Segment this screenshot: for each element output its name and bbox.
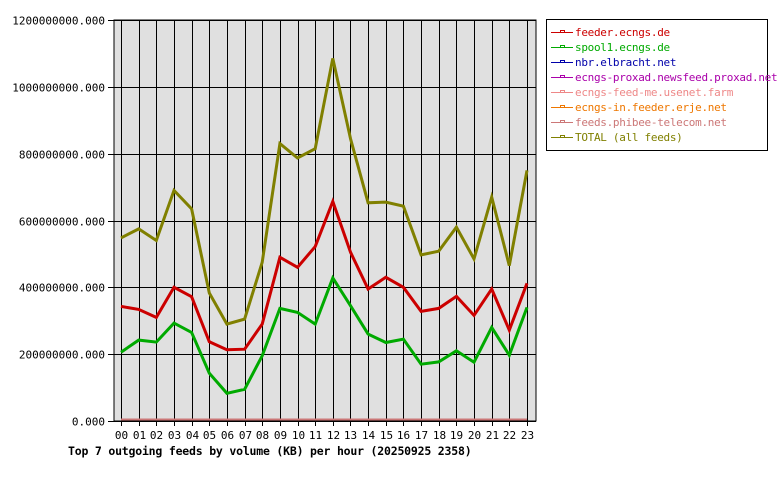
x-tick-label: 22 [503,429,516,442]
legend-label: ecngs-proxad.newsfeed.proxad.net [575,71,778,84]
data-series [120,58,529,422]
y-tick-label: 200000000.000 [19,349,105,362]
y-tick-label: 1200000000.000 [12,15,105,28]
legend-label: ecngs-feed-me.usenet.farm [575,86,734,99]
plot-frame [113,19,537,422]
x-tick-label: 21 [486,429,499,442]
x-tick-label: 05 [203,429,216,442]
legend-item: nbr.elbracht.net [551,55,676,70]
x-tick-label: 16 [397,429,410,442]
x-tick-label: 20 [468,429,481,442]
x-tick-label: 02 [150,429,163,442]
x-tick-label: 18 [433,429,446,442]
legend-line-marker-icon [551,85,573,100]
legend: feeder.ecngs.de spool1.ecngs.de nbr.elbrac… [546,19,778,151]
chart-caption: Top 7 outgoing feeds by volume (KB) per … [68,444,472,458]
x-tick-label: 04 [186,429,200,442]
legend-label: feeder.ecngs.de [575,26,670,39]
legend-label: feeds.phibee-telecom.net [575,116,727,129]
x-tick-label: 13 [344,429,357,442]
y-tick-label: 400000000.000 [19,282,105,295]
legend-line-marker-icon [551,40,573,55]
series-line [120,274,529,395]
legend-item: feeder.ecngs.de [551,25,670,40]
x-tick-label: 07 [239,429,252,442]
x-tick-label: 08 [256,429,269,442]
x-tick-label: 01 [133,429,146,442]
x-tick-label: 09 [274,429,287,442]
grid-lines [114,20,536,426]
y-axis-ticks: 0.000 200000000.000 400000000.000 600000000… [12,15,114,429]
x-tick-label: 03 [168,429,181,442]
series-line [120,197,529,352]
legend-item: feeds.phibee-telecom.net [551,115,727,130]
legend-item: TOTAL (all feeds) [551,130,683,145]
legend-item: ecngs-proxad.newsfeed.proxad.net [551,70,778,85]
legend-line-marker-icon [551,115,573,130]
y-tick-label: 600000000.000 [19,216,105,229]
series-line [120,58,529,326]
x-tick-label: 17 [415,429,428,442]
legend-label: TOTAL (all feeds) [575,131,683,144]
legend-item: spool1.ecngs.de [551,40,670,55]
x-tick-label: 06 [221,429,234,442]
legend-line-marker-icon [551,25,573,40]
legend-label: ecngs-in.feeder.erje.net [575,101,727,114]
x-tick-label: 12 [327,429,340,442]
legend-line-marker-icon [551,70,573,85]
legend-item: ecngs-in.feeder.erje.net [551,100,727,115]
y-tick-label: 800000000.000 [19,149,105,162]
x-tick-label: 19 [450,429,463,442]
x-tick-label: 11 [309,429,322,442]
y-tick-label: 0.000 [72,416,105,429]
legend-line-marker-icon [551,130,573,145]
x-tick-label: 23 [521,429,534,442]
x-tick-label: 14 [362,429,376,442]
legend-line-marker-icon [551,55,573,70]
legend-item: ecngs-feed-me.usenet.farm [551,85,733,100]
y-tick-label: 1000000000.000 [12,82,105,95]
legend-label: nbr.elbracht.net [575,56,677,69]
x-tick-label: 00 [115,429,128,442]
x-axis-ticks: 00 01 02 03 04 05 06 07 08 09 10 11 12 13 14 15 16 17 18 19… [115,429,534,442]
x-tick-label: 15 [380,429,393,442]
legend-line-marker-icon [551,100,573,115]
legend-label: spool1.ecngs.de [575,41,670,54]
x-tick-label: 10 [292,429,305,442]
